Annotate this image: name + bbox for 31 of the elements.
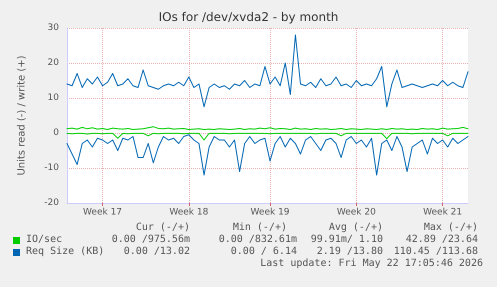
x-tick-label: Week 20 xyxy=(336,208,376,218)
y-tick-label: 30 xyxy=(48,23,60,33)
x-tick-label: Week 18 xyxy=(169,208,209,218)
x-tick-label: Week 21 xyxy=(423,208,462,218)
x-tick-label: Week 17 xyxy=(83,208,122,218)
text: 42.89 /23.64 xyxy=(406,234,478,245)
text: Min (-/+) xyxy=(232,222,287,233)
text: 0.00 /975.56m xyxy=(112,234,190,245)
text: 0.00 /13.02 xyxy=(124,246,190,257)
text: 0.00 /832.61m xyxy=(218,234,297,245)
line-series xyxy=(66,132,468,140)
text: Max (-/+) xyxy=(424,222,478,233)
line-series xyxy=(66,34,468,108)
text: Avg (-/+) xyxy=(328,222,383,233)
y-axis-title: Units read (-) / write (+) xyxy=(16,55,28,176)
y-tick-label: -20 xyxy=(44,198,60,208)
chart-title: IOs for /dev/xvda2 - by month xyxy=(158,10,338,24)
text: 0.00 / 6.14 xyxy=(230,246,297,257)
legend-label: IO/sec xyxy=(26,234,62,245)
text: Cur (-/+) xyxy=(136,222,190,233)
text: 110.45 /113.68 xyxy=(394,246,478,257)
legend-label: Req Size (KB) xyxy=(26,246,104,257)
y-tick-label: 20 xyxy=(48,58,60,68)
text: Last update: Fri May 22 17:05:46 2026 xyxy=(260,258,483,269)
line-series xyxy=(66,134,468,176)
text: 99.91m/ 1.10 xyxy=(310,234,383,245)
y-tick-label: 10 xyxy=(48,93,60,103)
y-tick-label: 0 xyxy=(53,128,60,138)
y-tick-label: -10 xyxy=(44,163,60,173)
x-tick-label: Week 19 xyxy=(250,208,290,218)
text: 2.19 /13.80 xyxy=(316,246,383,257)
